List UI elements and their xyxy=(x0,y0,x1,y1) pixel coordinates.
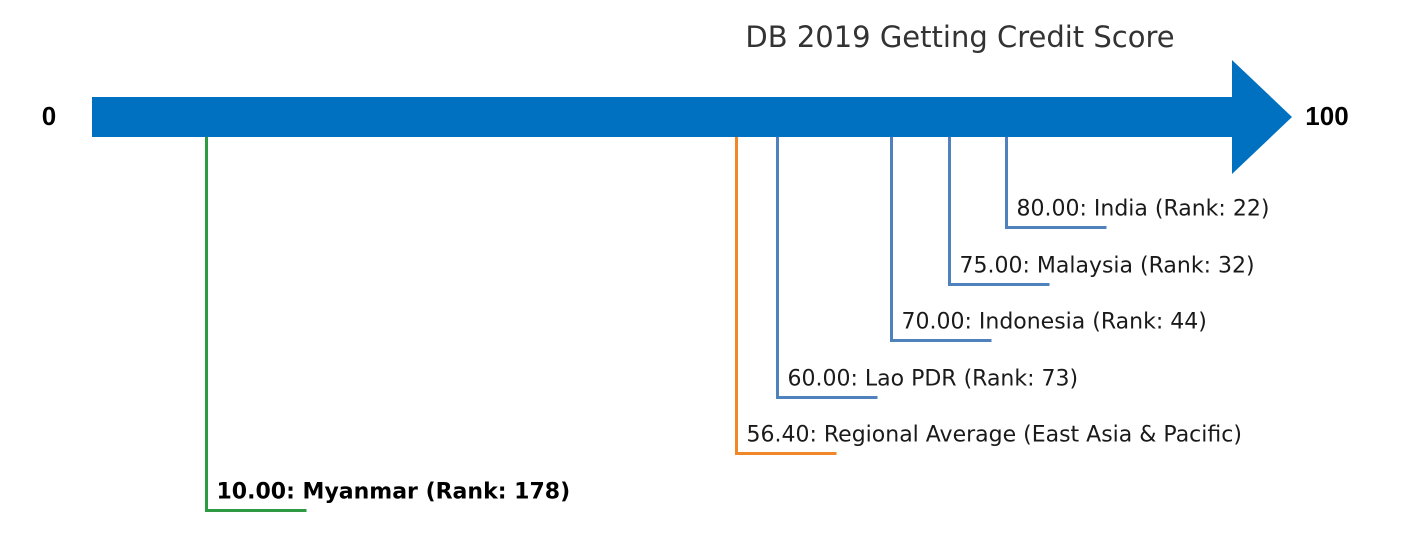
marker-label: 70.00: Indonesia (Rank: 44) xyxy=(902,310,1207,335)
marker-leader-line xyxy=(735,137,837,455)
marker-leader-line xyxy=(205,137,307,512)
score-markers: 80.00: India (Rank: 22) 75.00: Malaysia (… xyxy=(205,137,1270,512)
axis-arrow-head xyxy=(1232,60,1292,174)
marker-label: 60.00: Lao PDR (Rank: 73) xyxy=(788,367,1079,392)
axis-end-label: 100 xyxy=(1305,101,1348,131)
marker-label: 80.00: India (Rank: 22) xyxy=(1017,197,1270,222)
marker-label: 56.40: Regional Average (East Asia & Pac… xyxy=(747,423,1242,448)
marker-leader-line xyxy=(776,137,878,399)
axis-start-label: 0 xyxy=(42,101,56,131)
marker-leader-line xyxy=(948,137,1050,286)
marker-leader-line xyxy=(890,137,992,342)
marker-leader-line xyxy=(1005,137,1107,229)
marker-label: 75.00: Malaysia (Rank: 32) xyxy=(960,254,1255,279)
axis-arrow-shaft xyxy=(92,97,1234,137)
marker-label: 10.00: Myanmar (Rank: 178) xyxy=(217,480,571,505)
chart-title: DB 2019 Getting Credit Score xyxy=(745,20,1174,54)
